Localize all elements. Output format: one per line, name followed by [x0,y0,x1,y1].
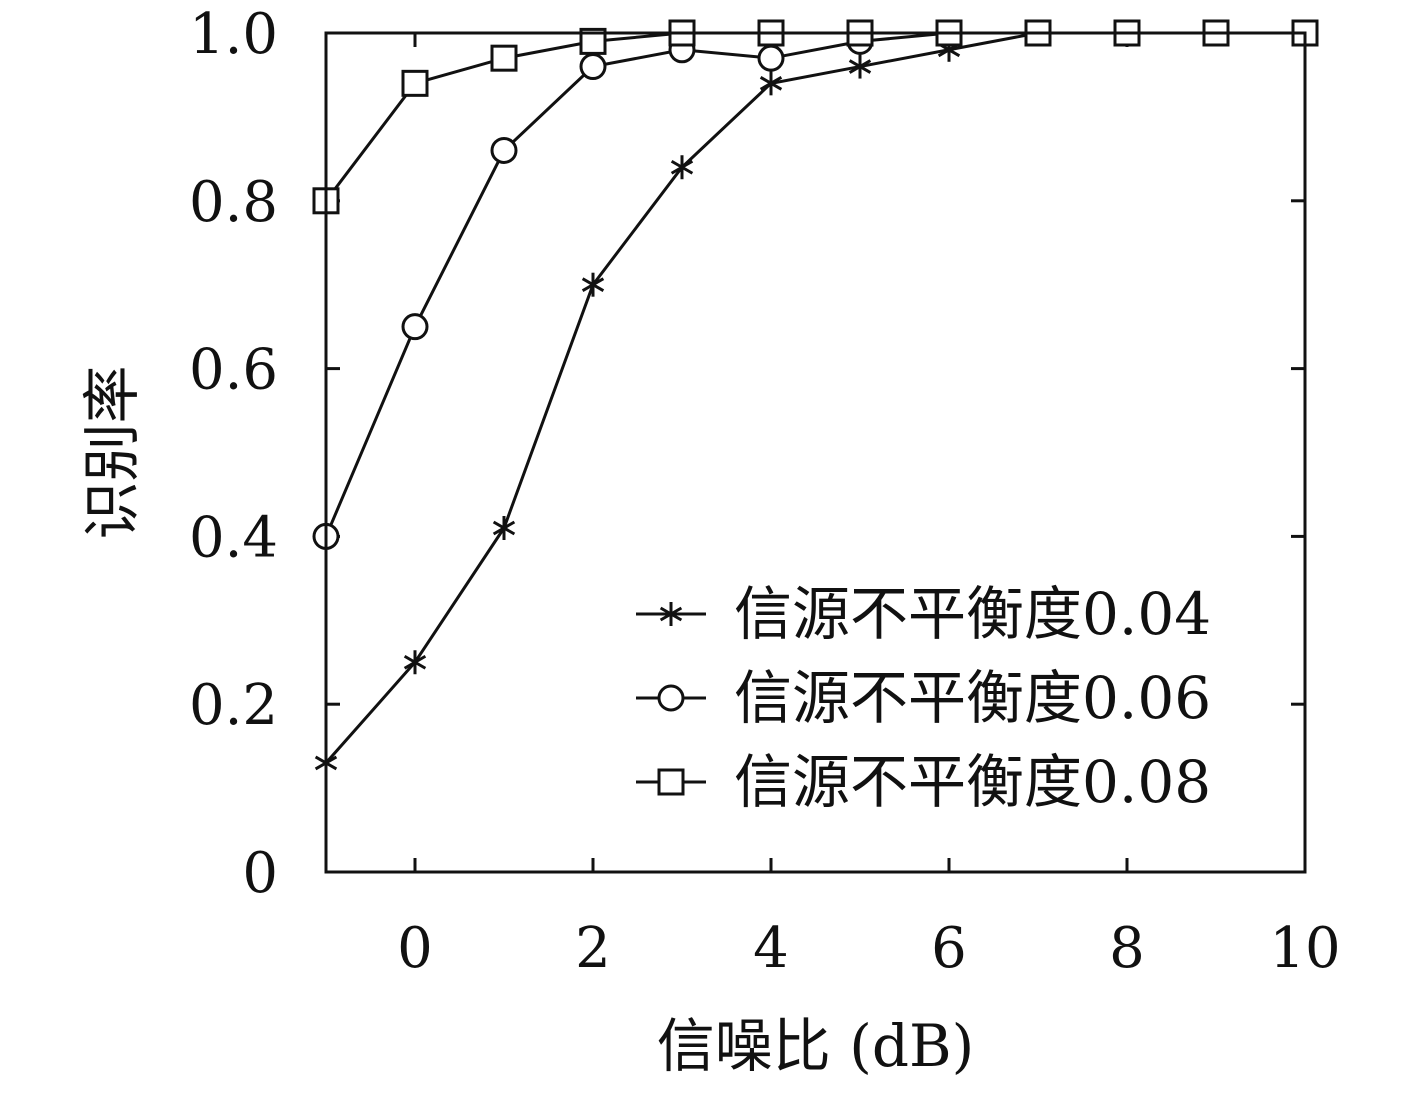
legend: 信源不平衡度0.04 信源不平衡度0.06 信源不平衡度0.08 [636,580,1211,816]
star-marker [492,516,516,541]
legend-item: 信源不平衡度0.06 [636,664,1211,732]
legend-label: 信源不平衡度0.06 [734,664,1211,732]
series-line [324,31,1305,202]
circle-marker [401,313,429,341]
ticks-layer [326,31,1307,874]
star-marker [659,602,683,626]
star-marker [759,71,783,96]
x-tick-label: 2 [575,916,611,981]
series-circle [312,19,1319,550]
legend-label: 信源不平衡度0.08 [734,748,1211,816]
x-tick-label: 6 [931,916,967,981]
x-tick-label: 0 [397,916,433,981]
y-tick-label: 0.4 [189,505,278,570]
y-tick-label: 1.0 [189,2,278,67]
square-marker [401,69,429,97]
y-tick-label: 0.8 [189,170,278,235]
x-tick-label: 4 [753,916,789,981]
star-marker [581,272,605,297]
legend-item: 信源不平衡度0.04 [636,580,1211,648]
square-marker [490,44,518,72]
plot-frame [324,31,1307,874]
legend-label: 信源不平衡度0.04 [734,580,1211,648]
circle-marker [757,44,785,72]
circle-marker [490,136,518,164]
series-layer [312,19,1319,775]
y-tick-label: 0.2 [189,673,278,738]
series-star [314,21,1317,775]
star-marker [403,650,427,675]
x-axis-title: 信噪比 (dB) [657,1012,974,1080]
series-line [324,31,1305,764]
y-tick-label: 0.6 [189,338,278,403]
x-tick-label: 8 [1109,916,1145,981]
x-tick-label: 10 [1269,916,1340,981]
tick-label-layer: 0 2 4 6 8 10 0 0.2 0.4 0.6 0.8 1.0 [189,2,1341,981]
circle-marker [657,684,685,712]
star-marker [848,54,872,79]
y-tick-label: 0 [242,841,278,906]
series-line [324,31,1305,537]
circle-marker [579,53,607,81]
y-axis-title: 识别率 [78,365,146,539]
square-marker [657,768,685,796]
legend-item: 信源不平衡度0.08 [636,748,1211,816]
star-marker [670,155,694,180]
